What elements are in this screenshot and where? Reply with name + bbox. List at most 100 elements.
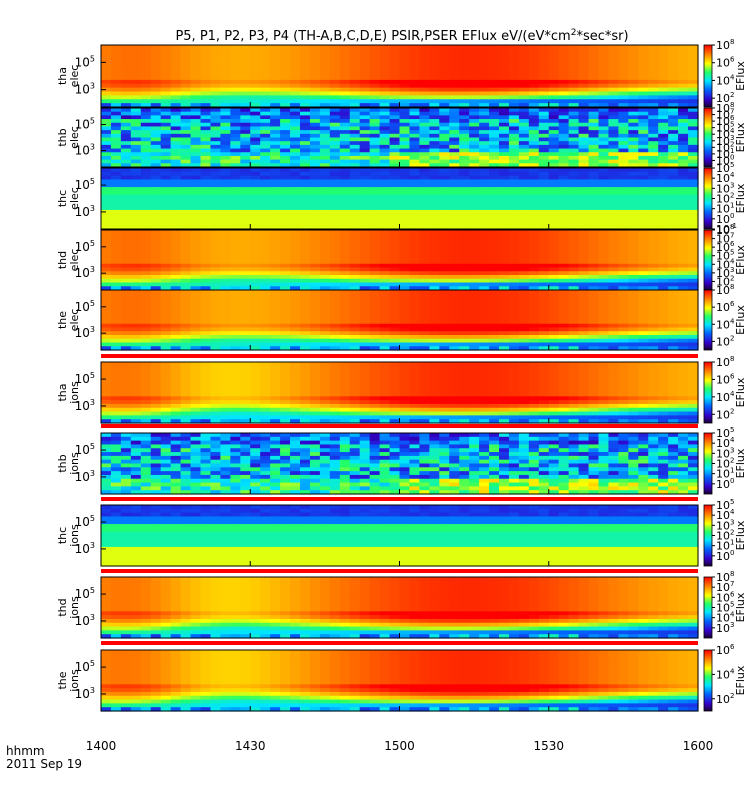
- spectrogram-cell: [618, 260, 629, 265]
- spectrogram-cell: [220, 126, 231, 131]
- spectrogram-cell: [439, 263, 450, 269]
- colorbar-tick-label: 102: [716, 140, 734, 154]
- spectrogram-cell: [200, 256, 212, 261]
- spectrogram-cell: [120, 267, 132, 272]
- spectrogram-cell: [548, 278, 560, 284]
- spectrogram-cell: [150, 305, 162, 310]
- spectrogram-cell: [130, 267, 142, 272]
- spectrogram-cell: [309, 221, 321, 226]
- spectrogram-cell: [150, 111, 162, 116]
- spectrogram-cell: [459, 187, 470, 192]
- spectrogram-cell: [200, 290, 212, 295]
- spectrogram-cell: [568, 141, 580, 146]
- spectrogram-cell: [449, 335, 460, 340]
- spectrogram-cell: [359, 297, 371, 302]
- spectrogram-cell: [180, 248, 192, 254]
- spectrogram-cell: [349, 342, 361, 347]
- spectrogram-cell: [548, 327, 560, 332]
- spectrogram-cell: [648, 225, 659, 230]
- spectrogram-cell: [409, 87, 420, 93]
- spectrogram-cell: [459, 260, 470, 265]
- spectrogram-cell: [230, 221, 241, 226]
- spectrogram-cell: [588, 245, 600, 250]
- spectrogram-cell: [140, 152, 152, 157]
- spectrogram-cell: [449, 79, 460, 85]
- spectrogram-cell: [270, 237, 281, 242]
- spectrogram-cell: [210, 152, 221, 157]
- spectrogram-cell: [548, 312, 560, 317]
- spectrogram-cell: [130, 126, 142, 131]
- spectrogram-cell: [270, 99, 281, 104]
- spectrogram-cell: [469, 159, 480, 164]
- spectrogram-cell: [180, 230, 192, 235]
- spectrogram-cell: [409, 175, 420, 181]
- spectrogram-cell: [309, 133, 321, 139]
- spectrogram-cell: [379, 79, 391, 85]
- spectrogram-cell: [230, 68, 241, 73]
- spectrogram-cell: [290, 144, 301, 150]
- spectrogram-cell: [339, 111, 351, 116]
- spectrogram-cell: [558, 72, 570, 77]
- spectrogram-cell: [489, 267, 500, 272]
- spectrogram-cell: [399, 316, 411, 321]
- spectrogram-cell: [140, 60, 152, 65]
- spectrogram-cell: [439, 286, 450, 291]
- spectrogram-cell: [290, 267, 301, 272]
- spectrogram-cell: [638, 252, 649, 257]
- spectrogram-cell: [678, 248, 689, 254]
- spectrogram-cell: [339, 301, 351, 306]
- spectrogram-cell: [280, 297, 291, 302]
- spectrogram-cell: [558, 209, 570, 215]
- spectrogram-cell: [359, 217, 371, 222]
- spectrogram-cell: [180, 148, 192, 153]
- spectrogram-cell: [230, 312, 241, 317]
- spectrogram-cell: [578, 286, 590, 291]
- spectrogram-cell: [598, 99, 610, 104]
- spectrogram-cell: [200, 312, 212, 317]
- spectrogram-cell: [479, 187, 490, 192]
- spectrogram-cell: [300, 308, 311, 314]
- spectrogram-cell: [309, 60, 321, 65]
- spectrogram-cell: [528, 245, 540, 250]
- spectrogram-cell: [170, 290, 182, 295]
- spectrogram-cell: [130, 130, 142, 135]
- spectrogram-cell: [230, 60, 241, 65]
- spectrogram-cell: [499, 79, 510, 85]
- spectrogram-cell: [280, 155, 291, 161]
- spectrogram-cell: [140, 308, 152, 314]
- spectrogram-cell: [190, 271, 202, 276]
- spectrogram-cell: [160, 183, 172, 188]
- spectrogram-cell: [270, 115, 281, 120]
- spectrogram-cell: [399, 221, 411, 226]
- spectrogram-cell: [170, 60, 182, 65]
- spectrogram-cell: [319, 76, 331, 81]
- spectrogram-cell: [339, 130, 351, 135]
- spectrogram-cell: [489, 263, 500, 269]
- spectrogram-cell: [459, 83, 470, 89]
- spectrogram-cell: [160, 152, 172, 157]
- spectrogram-cell: [180, 52, 192, 58]
- spectrogram-cell: [190, 60, 202, 65]
- spectrogram-cell: [449, 331, 460, 336]
- spectrogram-cell: [518, 230, 530, 235]
- spectrogram-cell: [518, 323, 530, 329]
- spectrogram-cell: [538, 183, 550, 188]
- spectrogram-cell: [260, 256, 271, 261]
- spectrogram-cell: [120, 194, 132, 200]
- spectrogram-cell: [349, 305, 361, 310]
- spectrogram-cell: [120, 95, 132, 100]
- spectrogram-cell: [359, 45, 371, 50]
- spectrogram-cell: [459, 130, 470, 135]
- spectrogram-cell: [210, 282, 221, 287]
- spectrogram-cell: [270, 48, 281, 54]
- spectrogram-cell: [260, 72, 271, 77]
- spectrogram-cell: [658, 87, 669, 93]
- spectrogram-cell: [120, 225, 132, 230]
- spectrogram-cell: [688, 308, 699, 314]
- spectrogram-cell: [568, 137, 580, 142]
- spectrogram-cell: [688, 213, 699, 219]
- spectrogram-cell: [638, 190, 649, 196]
- spectrogram-cell: [379, 144, 391, 150]
- spectrogram-cell: [309, 194, 321, 200]
- spectrogram-cell: [598, 263, 610, 269]
